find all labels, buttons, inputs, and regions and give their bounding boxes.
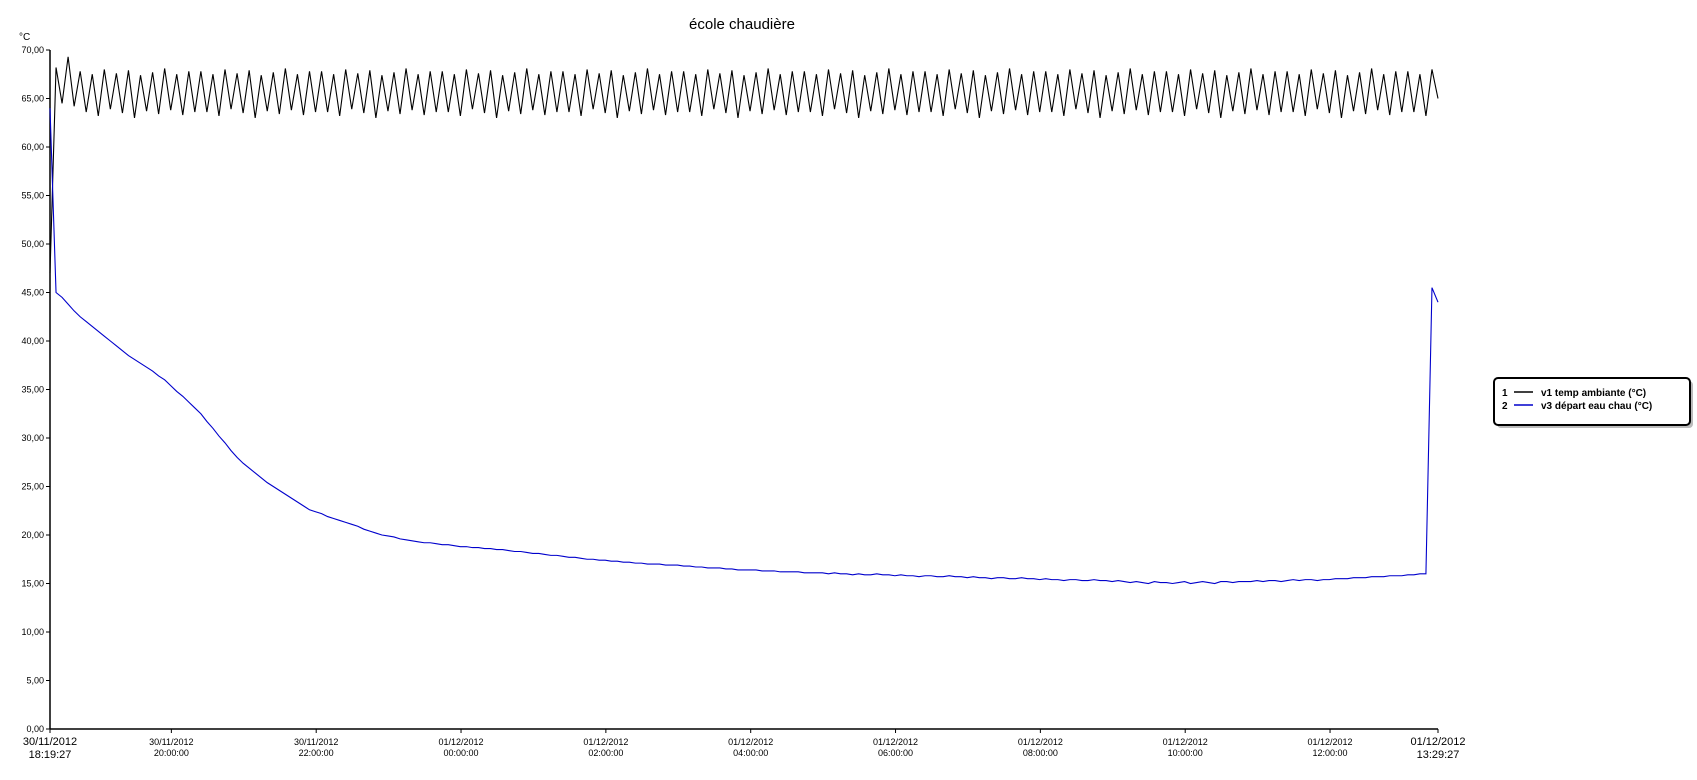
y-tick-label: 15,00 xyxy=(21,579,44,589)
legend-index: 1 xyxy=(1502,388,1508,399)
x-tick-label: 01/12/2012 06:00:00 xyxy=(873,737,918,758)
y-tick-label: 55,00 xyxy=(21,191,44,201)
x-tick-label: 01/12/2012 12:00:00 xyxy=(1308,737,1353,758)
x-tick-label: 30/11/2012 20:00:00 xyxy=(149,737,193,758)
legend-label: v1 temp ambiante (°C) xyxy=(1541,388,1646,399)
legend-box xyxy=(1493,377,1691,426)
y-tick-label: 70,00 xyxy=(21,45,44,55)
y-tick-label: 25,00 xyxy=(21,482,44,492)
x-tick-label: 01/12/2012 00:00:00 xyxy=(439,737,484,758)
x-tick-label: 01/12/2012 04:00:00 xyxy=(728,737,773,758)
x-tick-label: 30/11/2012 18:19:27 xyxy=(23,736,77,761)
y-axis-label: °C xyxy=(19,32,30,43)
legend-index: 2 xyxy=(1502,401,1508,412)
y-tick-label: 0,00 xyxy=(26,724,44,734)
y-tick-label: 65,00 xyxy=(21,94,44,104)
y-tick-label: 50,00 xyxy=(21,239,44,249)
y-tick-label: 45,00 xyxy=(21,288,44,298)
x-tick-label: 01/12/2012 10:00:00 xyxy=(1163,737,1208,758)
y-tick-label: 40,00 xyxy=(21,336,44,346)
legend-label: v3 départ eau chau (°C) xyxy=(1541,401,1652,412)
y-tick-label: 10,00 xyxy=(21,627,44,637)
chart-title: école chaudière xyxy=(689,16,795,33)
y-tick-label: 60,00 xyxy=(21,142,44,152)
y-tick-label: 5,00 xyxy=(26,676,44,686)
x-tick-label: 01/12/2012 08:00:00 xyxy=(1018,737,1063,758)
y-tick-label: 20,00 xyxy=(21,530,44,540)
x-tick-label: 01/12/2012 02:00:00 xyxy=(583,737,628,758)
y-tick-label: 30,00 xyxy=(21,433,44,443)
data-line xyxy=(49,108,1439,585)
x-tick-label: 30/11/2012 22:00:00 xyxy=(294,737,338,758)
y-tick-label: 35,00 xyxy=(21,385,44,395)
x-tick-label: 01/12/2012 13:29:27 xyxy=(1410,736,1465,761)
data-line xyxy=(49,56,1439,274)
